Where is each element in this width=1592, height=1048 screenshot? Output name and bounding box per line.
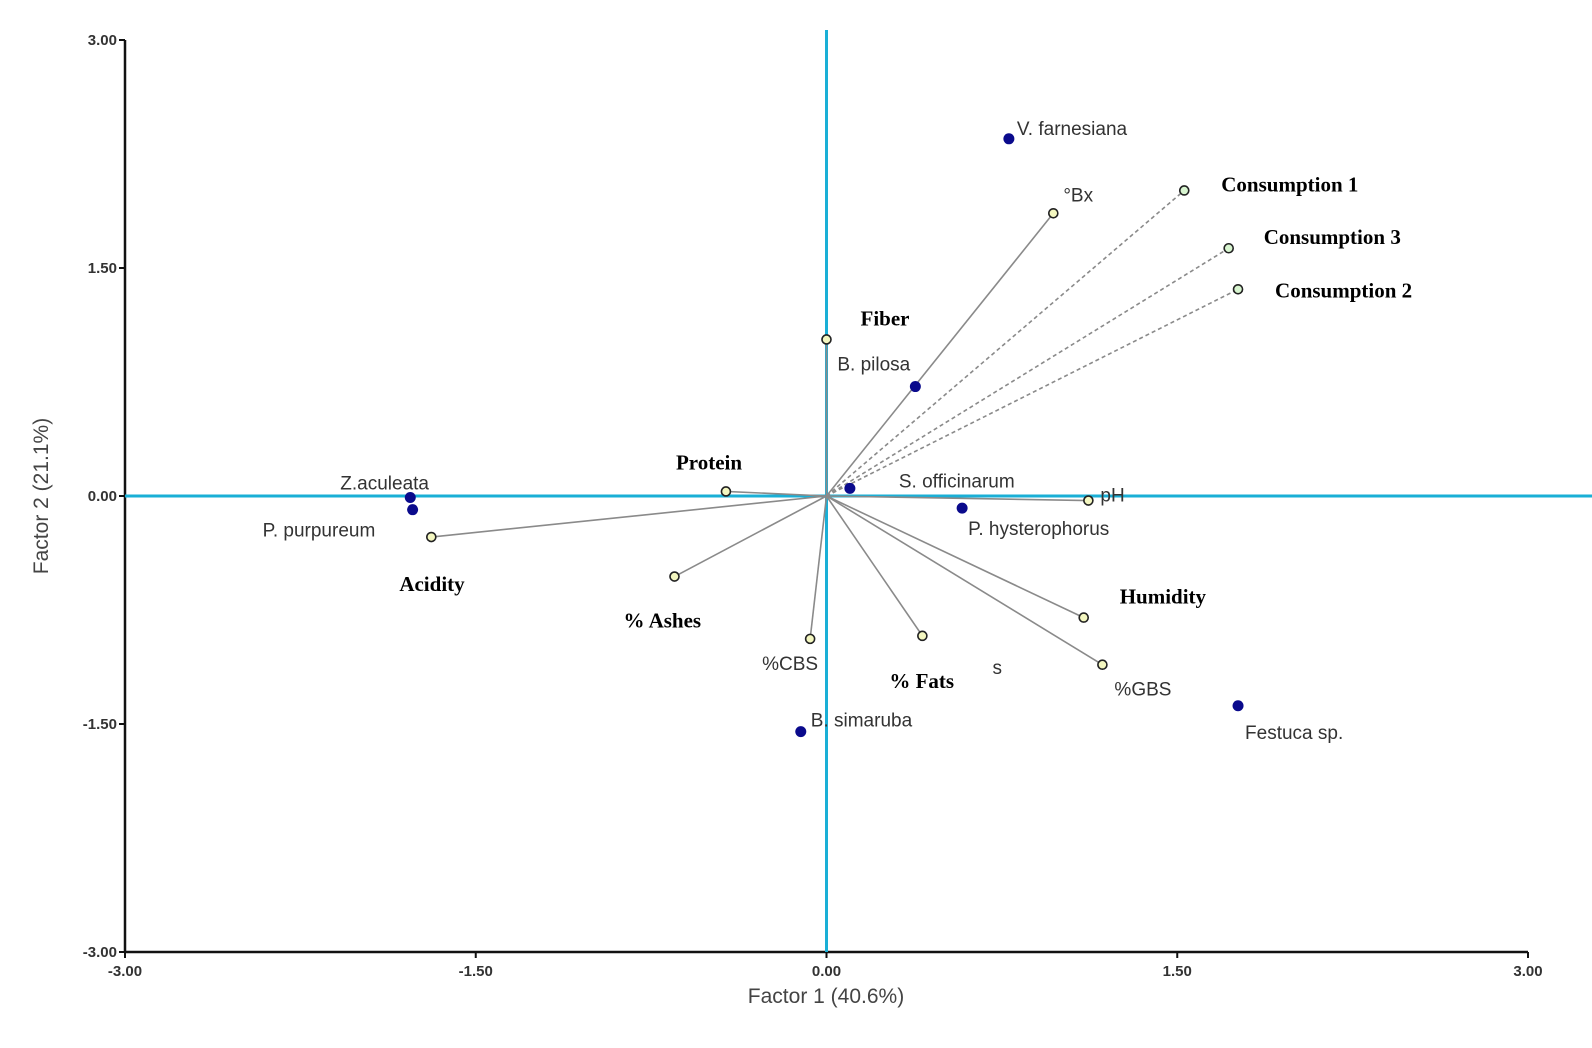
y-axis-label: Factor 2 (21.1%) <box>30 418 53 574</box>
variable-point <box>720 486 732 497</box>
variable-point <box>426 531 437 543</box>
variable-label: Protein <box>676 450 742 474</box>
variable-vector <box>826 495 1089 502</box>
species-point <box>404 492 416 504</box>
species-label: S. officinarum <box>899 471 1015 492</box>
variable-vector <box>826 495 1085 619</box>
species-label: Z.aculeata <box>340 474 429 495</box>
variable-point <box>917 630 928 642</box>
variable-point <box>1097 659 1108 671</box>
variable-vector <box>825 495 924 637</box>
variable-point <box>1232 283 1244 295</box>
annotation: s <box>992 658 1002 679</box>
variable-vector <box>826 247 1230 497</box>
variable-label: %GBS <box>1114 680 1171 701</box>
x-tick-label: 1.50 <box>1163 963 1192 980</box>
axes: -3.00 -1.50 0.00 1.50 3.00 -3.00 -1.50 0.00 1.50… <box>83 32 1543 980</box>
variable-vector <box>431 495 827 538</box>
y-tick-label: -1.50 <box>83 716 117 733</box>
labels: °Bx Consumption 1 Consumption 3 Consumption… <box>263 119 1413 744</box>
x-tick-label: -1.50 <box>459 963 493 980</box>
species-point <box>844 482 856 494</box>
species-label: P. hysterophorus <box>968 519 1109 540</box>
points <box>404 133 1244 738</box>
x-tick-label: 0.00 <box>812 963 841 980</box>
variable-label: Consumption 1 <box>1221 172 1358 196</box>
variable-label: Consumption 3 <box>1264 225 1401 249</box>
variable-label: Humidity <box>1120 585 1207 609</box>
variable-vector <box>825 212 1054 497</box>
species-label: Festuca sp. <box>1245 723 1343 744</box>
y-tick-label: 3.00 <box>88 32 117 49</box>
variable-label: % Ashes <box>624 609 702 633</box>
species-label: V. farnesiana <box>1017 119 1128 140</box>
variable-point <box>1078 612 1090 623</box>
species-label: B. pilosa <box>837 355 910 376</box>
x-axis-label: Factor 1 (40.6%) <box>748 985 904 1008</box>
y-tick-label: 1.50 <box>88 260 117 277</box>
variable-label: Acidity <box>399 572 465 596</box>
y-tick-label: 0.00 <box>88 488 117 505</box>
variable-vector <box>809 495 828 639</box>
species-point <box>795 726 807 738</box>
variable-label: Consumption 2 <box>1275 278 1412 302</box>
variable-label: % Fats <box>889 669 954 693</box>
variable-vector <box>825 189 1185 497</box>
species-point <box>407 504 419 516</box>
variable-label: Fiber <box>861 306 910 330</box>
variable-point <box>821 334 832 345</box>
variable-label: pH <box>1100 486 1124 507</box>
species-point <box>956 502 968 514</box>
variable-vectors <box>431 189 1239 666</box>
variable-label: °Bx <box>1063 185 1093 206</box>
variable-point <box>1178 185 1190 196</box>
x-tick-label: -3.00 <box>108 963 142 980</box>
variable-label: %CBS <box>762 654 818 675</box>
species-point <box>1232 700 1244 712</box>
species-label: B. simaruba <box>811 711 913 732</box>
species-label: P. purpureum <box>263 521 376 542</box>
variable-point <box>1048 207 1059 219</box>
variable-vector <box>674 495 827 578</box>
variable-point <box>1083 495 1094 506</box>
x-tick-label: 3.00 <box>1513 963 1542 980</box>
variable-point <box>669 571 680 582</box>
variable-point <box>804 633 816 645</box>
variable-point <box>1223 242 1234 254</box>
variable-vector <box>725 490 827 497</box>
species-point <box>909 381 921 393</box>
species-point <box>1003 133 1015 145</box>
variable-vector <box>826 495 1103 666</box>
y-tick-label: -3.00 <box>83 944 117 961</box>
